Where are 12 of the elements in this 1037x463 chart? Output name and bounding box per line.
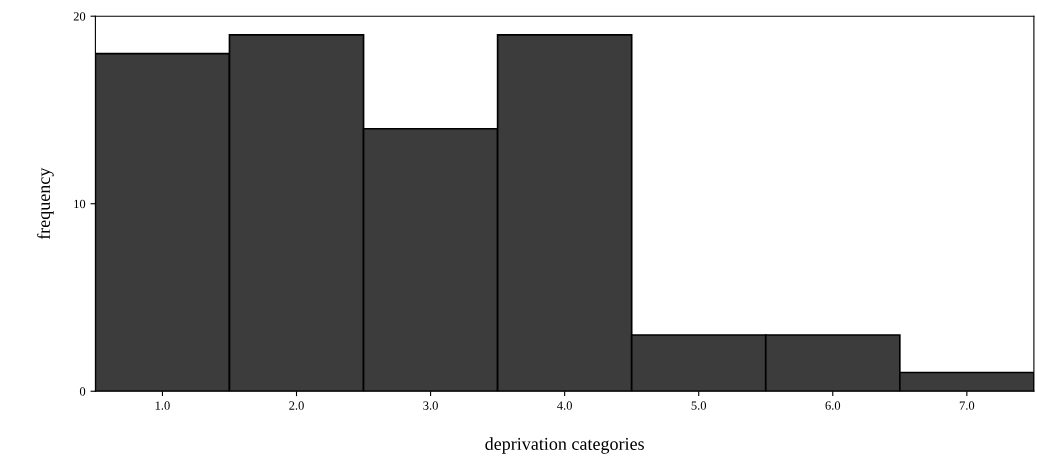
x-tick-label: 1.0 — [155, 401, 170, 410]
x-tick-label: 5.0 — [691, 401, 707, 410]
y-tick-label: 20 — [73, 12, 86, 21]
x-tick-label: 2.0 — [289, 401, 304, 410]
y-tick-label: 0 — [79, 387, 86, 396]
x-tick-label: 4.0 — [557, 401, 572, 410]
x-tick-label: 3.0 — [423, 401, 438, 410]
x-tick-label: 7.0 — [959, 401, 975, 410]
x-tick-label: 6.0 — [825, 401, 841, 410]
x-axis-title: deprivation categories — [485, 437, 644, 454]
y-tick-label: 10 — [74, 199, 86, 209]
y-axis-title: frequency — [37, 167, 54, 240]
